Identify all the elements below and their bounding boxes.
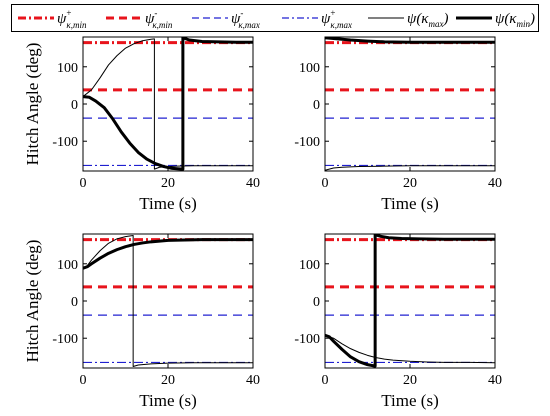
y-axis-label: Hitch Angle (deg) <box>23 43 42 166</box>
axes-frame <box>324 233 496 369</box>
x-tick-label: 40 <box>488 176 502 191</box>
series-line <box>83 238 253 270</box>
y-tick-label: -100 <box>52 135 78 150</box>
y-tick-label: 0 <box>71 295 78 310</box>
y-tick-label: 100 <box>299 258 320 273</box>
subplot: 0 20 40 -100 0 100 Time (s) <box>294 233 502 410</box>
y-axis-label: Hitch Angle (deg) <box>23 240 42 363</box>
x-tick-label: 20 <box>403 373 417 388</box>
legend-tail: ) <box>443 11 449 27</box>
subplot: 0 20 40 -100 0 100 Time (s) Hitch Angle (deg) <box>23 36 260 213</box>
y-tick-label: -100 <box>294 135 320 150</box>
x-tick-label: 20 <box>403 176 417 191</box>
y-tick-label: 0 <box>313 98 320 113</box>
legend-sub: κ,min <box>66 20 87 30</box>
legend-sup: - <box>240 8 243 18</box>
legend-symbol: ψ(κ <box>407 11 429 27</box>
series-line <box>325 37 495 44</box>
y-tick-label: 100 <box>57 61 78 76</box>
x-tick-label: 40 <box>246 176 260 191</box>
series-line <box>325 165 495 171</box>
x-axis-label: Time (s) <box>139 391 196 410</box>
x-tick-label: 20 <box>161 176 175 191</box>
legend-symbol: ψ(κ <box>495 11 517 27</box>
x-tick-label: 0 <box>322 373 329 388</box>
y-tick-label: 0 <box>313 295 320 310</box>
series-group <box>325 37 495 171</box>
legend-symbol: ψ <box>321 11 331 27</box>
x-tick-label: 40 <box>246 373 260 388</box>
y-tick-label: 100 <box>299 61 320 76</box>
x-tick-label: 0 <box>80 373 87 388</box>
legend-label: ψ+ κ,max <box>321 8 352 30</box>
legend-sub: κ,min <box>152 20 173 30</box>
legend-entry: ψ- κ,min <box>106 8 173 30</box>
series-line <box>325 234 495 368</box>
legend-label: ψ(κmax) <box>407 11 449 29</box>
x-axis-label: Time (s) <box>381 194 438 213</box>
legend-sub: min <box>517 19 531 29</box>
legend-sup: - <box>154 8 157 18</box>
y-tick-label: -100 <box>52 332 78 347</box>
reference-lines <box>325 41 495 167</box>
x-tick-label: 20 <box>161 373 175 388</box>
legend-sup: + <box>330 8 335 18</box>
legend-symbol: ψ <box>145 11 155 27</box>
subplot: 0 20 40 -100 0 100 Time (s) Hitch Angle (deg) <box>23 233 260 410</box>
series-group <box>325 234 495 368</box>
axes-frame <box>82 36 254 172</box>
reference-lines <box>83 41 253 167</box>
series-line <box>325 334 495 364</box>
series-line <box>83 37 253 171</box>
legend-sub: κ,max <box>238 20 260 30</box>
legend-sub: κ,max <box>330 20 352 30</box>
legend-entry: ψ(κmax) <box>368 11 449 29</box>
legend-entry: ψ- κ,max <box>192 8 260 30</box>
y-tick-label: -100 <box>294 332 320 347</box>
legend-sup: + <box>66 8 71 18</box>
x-tick-label: 40 <box>488 373 502 388</box>
legend-symbol: ψ <box>231 11 241 27</box>
series-group <box>83 234 253 368</box>
legend-entry: ψ(κmin) <box>456 11 535 29</box>
y-tick-label: 0 <box>71 98 78 113</box>
x-axis-label: Time (s) <box>139 194 196 213</box>
x-tick-label: 0 <box>322 176 329 191</box>
legend-entry: ψ+ κ,min <box>18 8 87 30</box>
legend-label: ψ- κ,min <box>145 8 173 30</box>
x-tick-label: 0 <box>80 176 87 191</box>
legend: ψ+ κ,min ψ-κ,min ψ-κ,max ψ+ κ,max ψ(κmax) ψ(κmi… <box>11 4 539 32</box>
x-axis-label: Time (s) <box>381 391 438 410</box>
series-line <box>83 38 253 170</box>
y-tick-label: 100 <box>57 258 78 273</box>
legend-label: ψ- κ,max <box>231 8 260 30</box>
reference-lines <box>325 238 495 364</box>
legend-box <box>11 4 539 32</box>
axes-frame <box>324 36 496 172</box>
series-line <box>83 234 253 368</box>
legend-sub: max <box>429 19 444 29</box>
series-group <box>83 37 253 171</box>
legend-tail: ) <box>529 11 535 27</box>
legend-symbol: ψ <box>57 11 67 27</box>
subplot: 0 20 40 -100 0 100 Time (s) <box>294 36 502 213</box>
legend-entry: ψ+ κ,max <box>282 8 352 30</box>
reference-lines <box>83 238 253 364</box>
legend-label: ψ(κmin) <box>495 11 535 29</box>
plots: 0 20 40 -100 0 100 Time (s) Hitch Angle (deg) 0 2… <box>23 36 502 410</box>
legend-label: ψ+ κ,min <box>57 8 87 30</box>
